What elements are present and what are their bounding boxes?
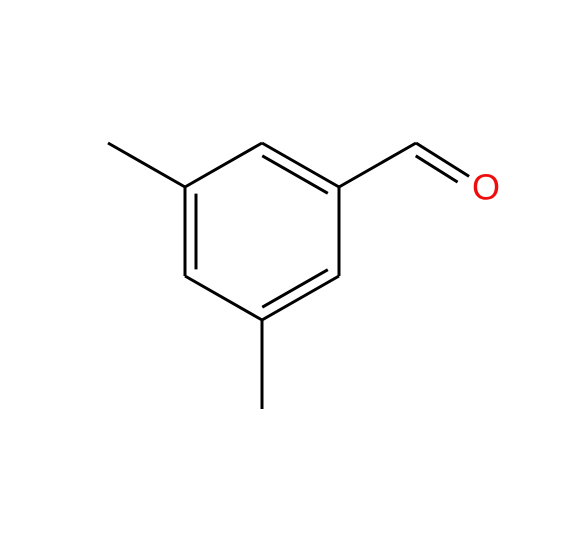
bond-line: [262, 276, 339, 320]
bond-line: [339, 143, 416, 187]
atom-label-o: O: [472, 167, 500, 208]
bond-line: [416, 156, 458, 182]
bond-line: [185, 143, 262, 187]
bond-line: [108, 143, 185, 187]
molecule-structure: O: [0, 0, 582, 544]
bond-line: [262, 143, 339, 187]
bond-line: [185, 276, 262, 320]
